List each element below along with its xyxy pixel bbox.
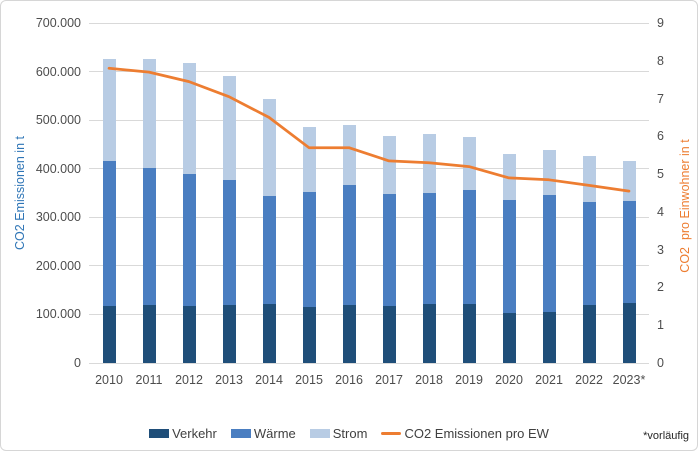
y-axis-tick-label: 300.000 bbox=[35, 210, 81, 225]
y2-axis-tick-label: 1 bbox=[657, 318, 664, 333]
gridline bbox=[89, 313, 649, 315]
legend-item-verkehr: Verkehr bbox=[149, 426, 217, 441]
plot-area bbox=[89, 22, 649, 364]
bar-segment-strom-2021 bbox=[542, 150, 556, 196]
legend-swatch-waerme bbox=[230, 429, 251, 438]
y2-axis-tick-label: 7 bbox=[657, 91, 664, 106]
gridline bbox=[89, 119, 649, 121]
bar-segment-strom-2010 bbox=[102, 59, 116, 162]
y2-axis-tick-label: 4 bbox=[657, 204, 664, 219]
right-axis-title: CO2 pro Einwohner in t bbox=[678, 139, 692, 273]
y-axis-tick-label: 0 bbox=[74, 356, 81, 370]
x-axis-tick-label: 2021 bbox=[535, 373, 563, 387]
bar-segment-verkehr-2010 bbox=[102, 305, 116, 363]
bar-segment-verkehr-2019 bbox=[462, 303, 476, 363]
y2-axis-tick-label: 8 bbox=[657, 53, 664, 68]
bar-segment-wärme-2012 bbox=[182, 174, 196, 306]
x-axis-tick-label: 2011 bbox=[135, 373, 163, 387]
trend-line-co2-pro-ew bbox=[107, 66, 631, 193]
bar-segment-wärme-2010 bbox=[102, 161, 116, 306]
bar-segment-verkehr-2016 bbox=[342, 305, 356, 363]
bar-segment-strom-2022 bbox=[582, 155, 596, 202]
x-axis-tick-label: 2020 bbox=[495, 373, 523, 387]
x-axis-tick-label: 2014 bbox=[255, 373, 283, 387]
legend-line-swatch-co2-pro-ew bbox=[381, 432, 402, 435]
bar-segment-wärme-2021 bbox=[542, 195, 556, 312]
bar-segment-verkehr-2013 bbox=[222, 304, 236, 363]
bar-segment-wärme-2013 bbox=[222, 180, 236, 305]
y2-axis-tick-label: 3 bbox=[657, 242, 664, 257]
bar-segment-wärme-2023* bbox=[622, 201, 636, 304]
bar-segment-verkehr-2017 bbox=[382, 306, 396, 363]
x-axis-tick-label: 2023* bbox=[612, 373, 646, 387]
x-axis-tick-label: 2018 bbox=[415, 373, 443, 387]
bar-segment-strom-2013 bbox=[222, 76, 236, 181]
y2-axis-tick-label: 2 bbox=[657, 280, 664, 295]
bar-segment-wärme-2022 bbox=[582, 201, 596, 305]
gridline bbox=[89, 362, 649, 364]
bar-segment-verkehr-2012 bbox=[182, 305, 196, 363]
legend-item-strom: Strom bbox=[309, 426, 368, 441]
y2-axis-tick-label: 9 bbox=[657, 16, 664, 30]
legend-label-verkehr: Verkehr bbox=[172, 426, 217, 441]
y2-axis-tick-label: 5 bbox=[657, 167, 664, 182]
y2-axis-tick-label: 0 bbox=[657, 356, 664, 370]
legend-label-waerme: Wärme bbox=[253, 426, 296, 441]
bar-segment-wärme-2018 bbox=[422, 193, 436, 304]
legend-item-co2-pro-ew: CO2 Emissionen pro EW bbox=[381, 426, 549, 441]
bar-segment-wärme-2017 bbox=[382, 194, 396, 307]
bar-segment-wärme-2011 bbox=[142, 168, 156, 306]
x-axis-tick-label: 2012 bbox=[175, 373, 203, 387]
x-axis-tick-label: 2013 bbox=[215, 373, 243, 387]
bar-segment-verkehr-2021 bbox=[542, 311, 556, 363]
y-axis-tick-label: 700.000 bbox=[35, 16, 81, 30]
bar-segment-verkehr-2015 bbox=[302, 307, 316, 363]
legend: Verkehr Wärme Strom CO2 Emissionen pro E… bbox=[1, 426, 697, 441]
gridline bbox=[89, 71, 649, 73]
bar-segment-verkehr-2014 bbox=[262, 304, 276, 363]
gridline bbox=[89, 265, 649, 267]
y-axis-tick-label: 400.000 bbox=[35, 161, 81, 176]
bar-segment-strom-2016 bbox=[342, 124, 356, 186]
y2-axis-tick-label: 6 bbox=[657, 129, 664, 144]
x-axis-tick-label: 2022 bbox=[575, 373, 603, 387]
y-axis-tick-label: 100.000 bbox=[35, 307, 81, 322]
legend-label-strom: Strom bbox=[332, 426, 368, 441]
bar-segment-strom-2017 bbox=[382, 136, 396, 195]
bar-segment-wärme-2014 bbox=[262, 196, 276, 305]
bar-segment-verkehr-2011 bbox=[142, 305, 156, 363]
footnote-vorlaeufig: *vorläufig bbox=[643, 430, 689, 442]
y-axis-tick-label: 500.000 bbox=[35, 113, 81, 128]
x-axis-tick-label: 2017 bbox=[375, 373, 403, 387]
legend-item-waerme: Wärme bbox=[230, 426, 296, 441]
bar-segment-strom-2019 bbox=[462, 136, 476, 190]
x-axis-tick-label: 2016 bbox=[335, 373, 363, 387]
bar-segment-strom-2014 bbox=[262, 98, 276, 197]
bar-segment-verkehr-2020 bbox=[502, 312, 516, 363]
bar-segment-verkehr-2022 bbox=[582, 304, 596, 363]
x-axis-tick-label: 2015 bbox=[295, 373, 323, 387]
legend-swatch-strom bbox=[309, 429, 330, 438]
bar-segment-wärme-2020 bbox=[502, 199, 516, 313]
gridline bbox=[89, 22, 649, 24]
bar-segment-strom-2012 bbox=[182, 63, 196, 175]
y-axis-tick-label: 200.000 bbox=[35, 258, 81, 273]
bar-segment-wärme-2015 bbox=[302, 192, 316, 308]
bar-segment-strom-2011 bbox=[142, 58, 156, 169]
legend-label-co2-pro-ew: CO2 Emissionen pro EW bbox=[404, 426, 549, 441]
bar-segment-wärme-2016 bbox=[342, 185, 356, 306]
bar-segment-wärme-2019 bbox=[462, 189, 476, 304]
left-axis-title: CO2 Emissionen in t bbox=[13, 136, 27, 250]
legend-swatch-verkehr bbox=[149, 429, 170, 438]
gridline bbox=[89, 168, 649, 170]
y-axis-tick-label: 600.000 bbox=[35, 64, 81, 79]
bar-segment-verkehr-2023* bbox=[622, 303, 636, 363]
x-axis-tick-label: 2019 bbox=[455, 373, 483, 387]
bar-segment-verkehr-2018 bbox=[422, 303, 436, 363]
gridline bbox=[89, 216, 649, 218]
x-axis-tick-label: 2010 bbox=[95, 373, 123, 387]
